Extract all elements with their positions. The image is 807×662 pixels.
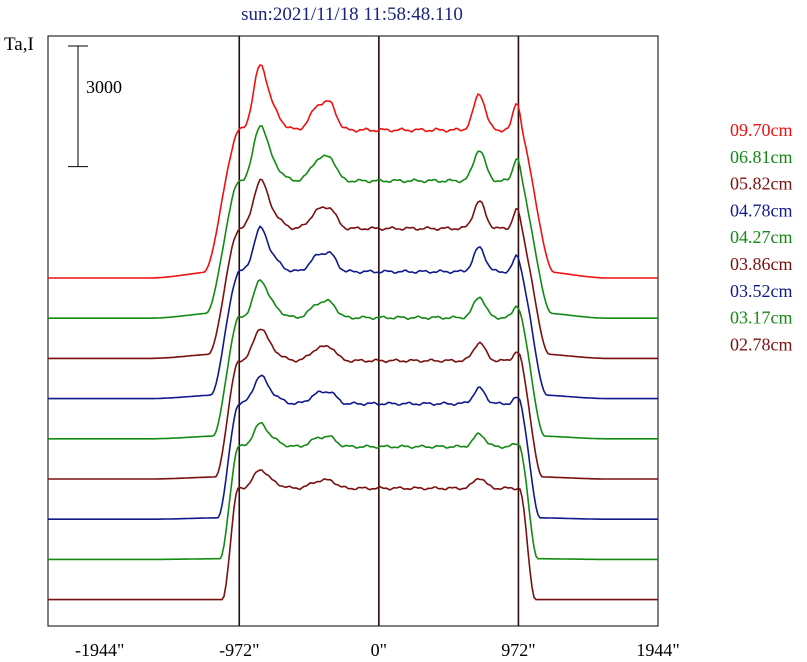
legend-entry: 05.82cm (730, 174, 793, 194)
legend-entry: 03.86cm (730, 254, 793, 274)
series-line-0478cm (48, 225, 658, 400)
x-tick-label: -972" (219, 640, 259, 660)
series-line-0386cm (48, 328, 658, 480)
series-line-0681cm (48, 125, 658, 319)
legend-entry: 04.78cm (730, 200, 793, 220)
series-line-0582cm (48, 178, 658, 360)
plot-frame (47, 35, 659, 627)
series-line-0427cm (48, 278, 658, 440)
legend-entry: 03.52cm (730, 281, 793, 301)
legend-entry: 04.27cm (730, 227, 793, 247)
x-tick-label: -1944" (75, 640, 124, 660)
legend-entry: 09.70cm (730, 120, 793, 140)
series-line-0278cm (48, 469, 658, 601)
series-line-0317cm (48, 421, 658, 561)
series-line-0352cm (48, 374, 658, 520)
series-line-0970cm (48, 64, 658, 279)
legend-entry: 02.78cm (730, 334, 793, 354)
x-tick-label: 972" (501, 640, 535, 660)
legend-entry: 06.81cm (730, 147, 793, 167)
legend-entry: 03.17cm (730, 308, 793, 328)
scale-bar-label: 3000 (86, 77, 122, 97)
chart-title: sun:2021/11/18 11:58:48.110 (241, 4, 463, 25)
x-tick-label: 0" (371, 640, 387, 660)
x-tick-label: 1944" (636, 640, 679, 660)
y-axis-label: Ta,I (4, 34, 34, 55)
